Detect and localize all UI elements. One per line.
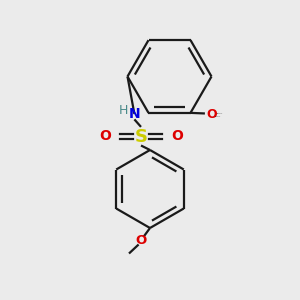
Text: H: H: [119, 104, 128, 117]
Text: methoxy: methoxy: [215, 116, 221, 117]
Text: N: N: [129, 107, 140, 121]
Text: O: O: [171, 130, 183, 143]
Text: O: O: [135, 234, 147, 248]
Text: O: O: [206, 108, 217, 121]
Text: S: S: [134, 128, 148, 146]
Text: O: O: [99, 130, 111, 143]
Text: methoxy: methoxy: [217, 113, 223, 114]
